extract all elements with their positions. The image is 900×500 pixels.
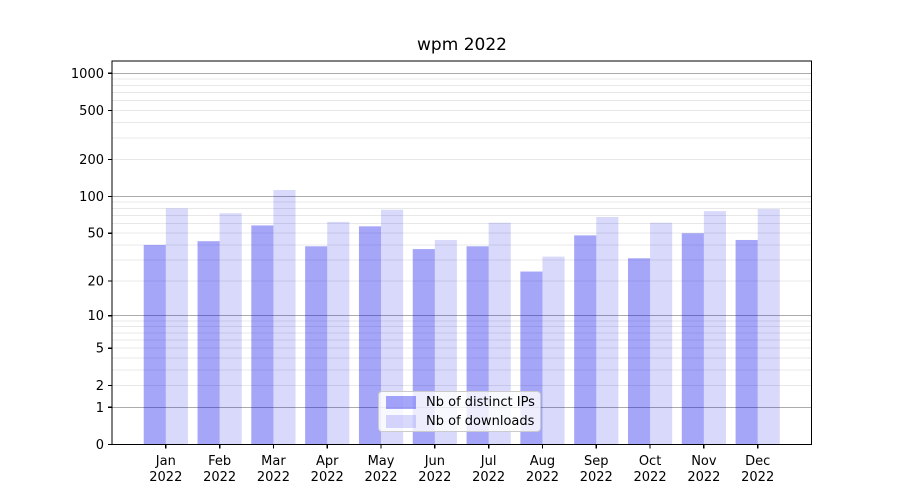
x-tick-label-month: Apr — [316, 454, 339, 469]
legend: Nb of distinct IPs Nb of downloads — [378, 391, 541, 432]
bar-ips-dec — [735, 239, 758, 445]
x-tick-label-month: Aug — [530, 454, 555, 469]
bar-ips-jan — [143, 244, 166, 445]
legend-label-downloads: Nb of downloads — [426, 413, 535, 429]
x-tick-label-year: 2022 — [472, 470, 505, 485]
plot-frame — [111, 60, 813, 446]
y-tick-label: 10 — [87, 309, 104, 324]
bar-downloads-feb — [219, 213, 242, 445]
x-tick-label-year: 2022 — [418, 470, 451, 485]
y-tick-label: 50 — [87, 227, 104, 242]
x-tick-label-year: 2022 — [149, 470, 182, 485]
x-tick-label-month: Nov — [691, 454, 717, 469]
bar-downloads-may — [381, 209, 404, 445]
y-tick-label: 2 — [96, 379, 104, 394]
x-tick-label-year: 2022 — [257, 470, 290, 485]
legend-swatch-downloads — [386, 414, 416, 428]
x-tick-label-month: Sep — [584, 454, 609, 469]
x-tick-label-month: Dec — [745, 454, 770, 469]
bar-downloads-jan — [165, 208, 188, 445]
x-tick-label-year: 2022 — [580, 470, 613, 485]
bar-downloads-aug — [542, 256, 565, 445]
x-tick-label-month: Jul — [480, 454, 497, 469]
bar-ips-oct — [627, 258, 651, 445]
bar-downloads-jul — [488, 222, 511, 445]
bar-ips-sep — [574, 235, 597, 445]
chart-title: wpm 2022 — [417, 35, 507, 55]
bar-ips-mar — [251, 225, 274, 445]
y-tick-label: 5 — [96, 342, 104, 357]
x-tick-label-year: 2022 — [687, 470, 720, 485]
y-tick-label: 500 — [79, 104, 104, 119]
x-tick-label-year: 2022 — [364, 470, 397, 485]
y-tick-label: 200 — [79, 153, 104, 168]
x-tick-label-month: Oct — [639, 454, 661, 469]
bar-ips-apr — [305, 246, 328, 445]
y-tick-label: 1000 — [71, 67, 104, 82]
x-tick-label-month: Feb — [208, 454, 231, 469]
bar-downloads-apr — [327, 221, 350, 445]
legend-label-distinct-ips: Nb of distinct IPs — [426, 394, 535, 410]
bar-ips-nov — [681, 233, 704, 445]
y-tick-label: 0 — [96, 438, 104, 453]
bar-downloads-dec — [757, 209, 780, 445]
legend-swatch-distinct-ips — [386, 395, 416, 409]
bar-ips-may — [358, 226, 382, 445]
x-tick-label-year: 2022 — [311, 470, 344, 485]
y-tick-label: 100 — [79, 190, 104, 205]
bar-downloads-sep — [596, 216, 619, 445]
x-tick-label-month: Mar — [261, 454, 286, 469]
legend-item-downloads: Nb of downloads — [386, 413, 535, 429]
y-tick-label: 20 — [87, 274, 104, 289]
legend-item-distinct-ips: Nb of distinct IPs — [386, 394, 535, 410]
x-tick-label-year: 2022 — [526, 470, 559, 485]
x-tick-label-month: Jan — [155, 454, 176, 469]
x-tick-label-month: Jun — [424, 454, 445, 469]
bar-ips-feb — [197, 241, 220, 445]
bar-downloads-oct — [650, 222, 673, 445]
x-tick-label-year: 2022 — [741, 470, 774, 485]
x-tick-label-month: May — [368, 454, 395, 469]
x-tick-label-year: 2022 — [203, 470, 236, 485]
bar-downloads-mar — [273, 190, 296, 445]
x-tick-label-year: 2022 — [634, 470, 667, 485]
y-tick-label: 1 — [96, 401, 104, 416]
bar-downloads-nov — [703, 211, 726, 445]
